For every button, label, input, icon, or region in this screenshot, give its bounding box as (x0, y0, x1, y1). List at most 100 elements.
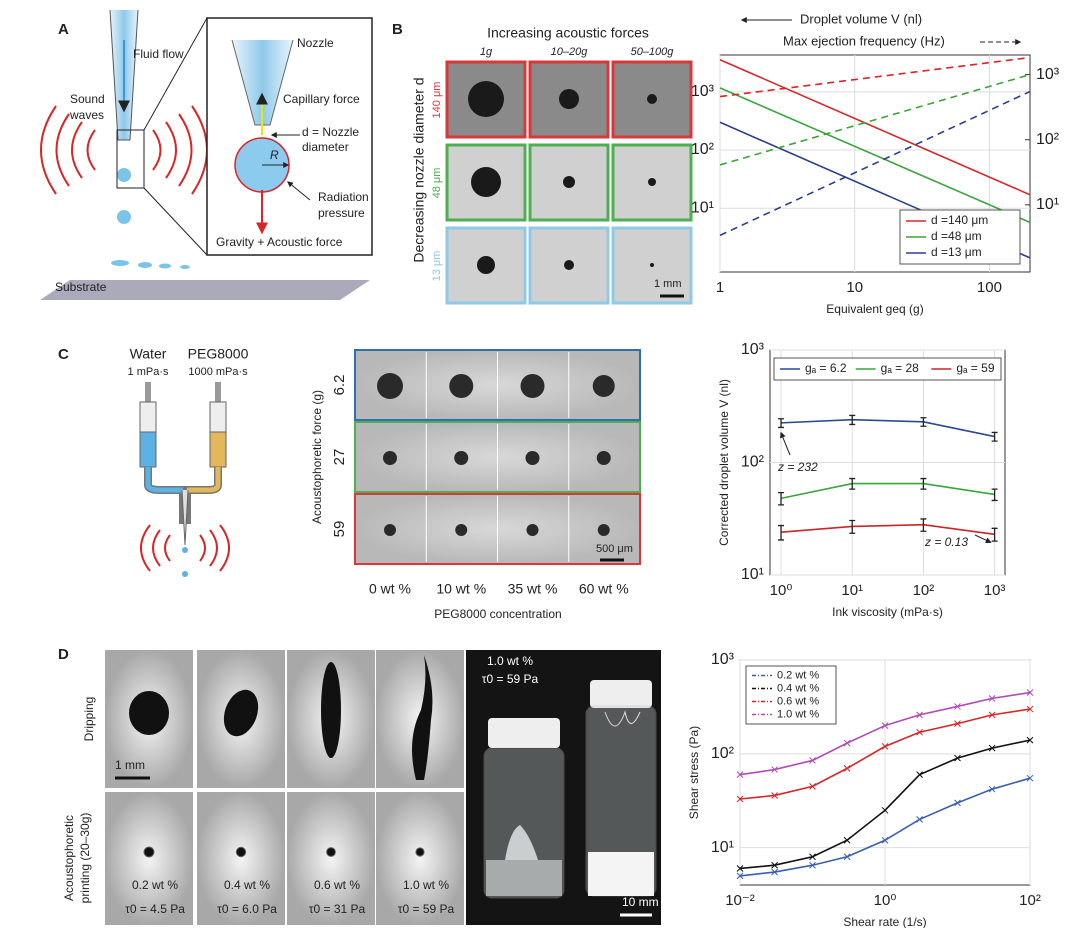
syringes (139, 382, 227, 577)
legend-label: d =140 μm (931, 213, 988, 227)
marker (843, 739, 851, 747)
column-label: 10 wt % (436, 581, 486, 597)
label: Capillary force (283, 92, 360, 106)
legend-box (773, 357, 1002, 381)
droplet (477, 256, 495, 274)
x-tick-label: 10¹ (841, 582, 863, 599)
y2-tick-label: 10¹ (1036, 196, 1059, 213)
row-label: Dripping (82, 697, 96, 742)
series-line (719, 90, 1031, 237)
y2-tick-label: 10² (1036, 131, 1060, 148)
droplet (326, 847, 336, 857)
scale-label: 1 mm (115, 758, 145, 772)
y-tick-label: 10³ (741, 341, 765, 358)
legend-label: 0.2 wt % (777, 669, 819, 681)
y2-axis-label: Max ejection frequency (Hz) (783, 33, 945, 48)
marker (916, 771, 923, 779)
zoom-box (116, 129, 145, 189)
droplet (596, 451, 611, 465)
label: Radiation (318, 190, 369, 204)
x-axis-label: Shear rate (1/s) (843, 915, 926, 928)
marker (881, 722, 889, 729)
panel-c: C Water 1 mPa·s PEG8000 1000 mPa·s Acous… (58, 346, 641, 621)
droplet (559, 89, 579, 109)
droplet (143, 846, 155, 858)
drip-shape (412, 655, 433, 780)
marker (809, 861, 816, 869)
column-label: 60 wt % (579, 581, 629, 597)
marker (843, 765, 851, 772)
series-line (719, 59, 1031, 196)
droplet (650, 263, 654, 267)
marker (881, 806, 889, 814)
droplet (383, 451, 397, 465)
marker (916, 728, 923, 736)
marker (988, 711, 996, 719)
marker (736, 872, 744, 880)
marker (954, 754, 961, 762)
panel-d: D Dripping Acoustophoretic printing (20–… (58, 646, 661, 925)
drop (138, 262, 152, 268)
photo (376, 792, 464, 925)
photo-tile (528, 143, 610, 222)
droplet (647, 94, 657, 104)
photo (287, 792, 375, 925)
column-label: 35 wt % (508, 581, 558, 597)
error-bar (920, 477, 927, 490)
droplet (468, 81, 504, 117)
droplet (454, 451, 469, 465)
row-label: 140 μm (431, 82, 443, 119)
y-tick-label: 10¹ (691, 199, 714, 216)
x-axis-label: Ink viscosity (mPa·s) (832, 605, 943, 619)
error-bar (991, 431, 998, 442)
label: Gravity + Acoustic force (216, 235, 343, 249)
zoom-line (143, 187, 208, 256)
yield-stress: τ0 = 4.5 Pa (125, 902, 185, 916)
concentration: 1.0 wt % (403, 878, 449, 892)
x-tick-label: 10 (846, 279, 863, 296)
row-label: Acoustophoretic (62, 815, 76, 901)
droplet (235, 846, 247, 858)
error-bar (778, 524, 785, 541)
marker (916, 816, 923, 823)
droplet (592, 375, 615, 397)
series-line (719, 56, 1031, 98)
label: diameter (302, 140, 349, 154)
drop (180, 265, 190, 269)
axis-label: Acoustophoretic force (g) (310, 390, 324, 524)
axis-label: PEG8000 concentration (434, 607, 561, 621)
legend-label: d =13 μm (931, 245, 982, 259)
y-tick-label: 10³ (691, 83, 715, 100)
side-label: Decreasing nozzle diameter d (411, 77, 427, 262)
marker (954, 720, 961, 727)
y-tick-label: 10² (711, 745, 735, 762)
x-tick-label: 10⁰ (770, 582, 793, 599)
droplet (526, 524, 539, 536)
marker (1026, 705, 1034, 713)
series-line (780, 418, 995, 438)
x-tick-label: 10³ (984, 582, 1006, 599)
scale-label: 10 mm (622, 895, 659, 909)
row-label: 6.2 (331, 375, 348, 396)
error-bar (920, 518, 927, 532)
label: Sound (70, 92, 105, 106)
column-label: 10–20g (551, 46, 589, 58)
legend-label: 0.4 wt % (777, 682, 819, 694)
chart: 10⁻² 10⁰ 10² 10¹ 10² 10³ Shear rate (1/s) Shear… (687, 651, 1041, 928)
drip-shape (129, 691, 169, 735)
error-bar (849, 519, 856, 534)
panel-a: A Substrate Fluid flow Sound waves Nozzl… (40, 9, 373, 300)
row-label: 48 μm (431, 168, 443, 199)
marker (736, 771, 744, 779)
label: τ0 = 59 Pa (482, 672, 539, 686)
error-bar (991, 527, 998, 542)
row-label: 13 μm (431, 251, 443, 282)
droplet (525, 451, 540, 465)
drip-shape (321, 662, 341, 758)
x-tick-label: 10⁻² (725, 892, 755, 909)
x-tick-label: 10² (1019, 892, 1041, 909)
marker (771, 766, 778, 773)
droplet (449, 374, 474, 398)
marker (954, 703, 961, 710)
inset (206, 17, 373, 256)
